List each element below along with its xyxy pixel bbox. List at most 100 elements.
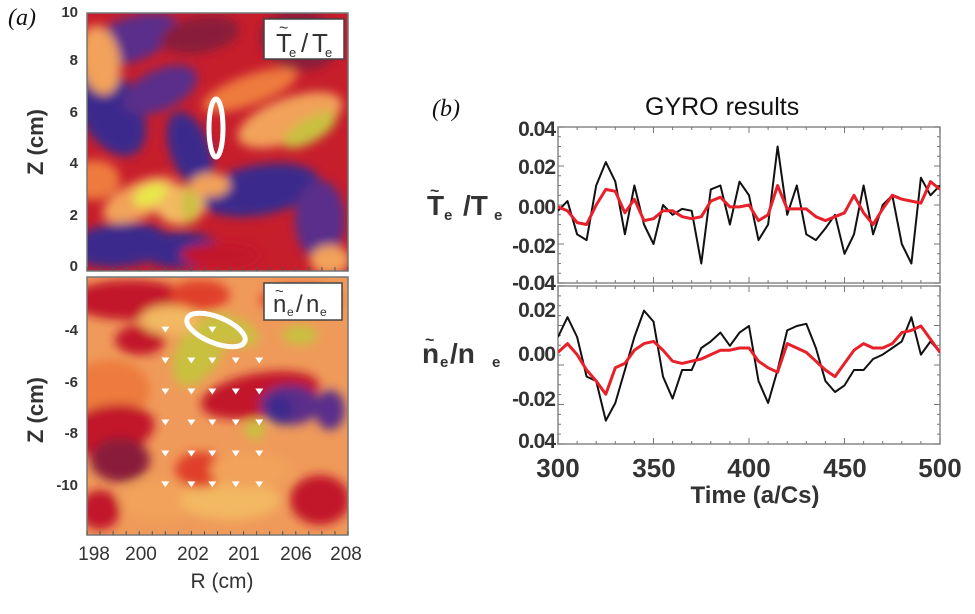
timeseries-lines xyxy=(558,145,940,422)
measurement-point xyxy=(255,450,264,457)
chart-title: GYRO results xyxy=(645,93,800,121)
measurement-point xyxy=(161,419,170,426)
timeseries-xticks: 300 350 400 450 500 xyxy=(536,453,961,483)
ne-ylabel-sub: e xyxy=(440,354,448,371)
ne-field-blob xyxy=(210,452,290,488)
te-ylabel-rest-sub: e xyxy=(494,207,502,224)
sightline-ellipse-te xyxy=(206,96,226,160)
measurement-point xyxy=(187,481,196,488)
ytick-label: -4 xyxy=(65,322,79,339)
ne-yticks: 0.02 0.00 -0.02 0.04 xyxy=(512,299,557,453)
measurement-point xyxy=(187,419,196,426)
legend-ne-denom-sub: e xyxy=(320,305,327,319)
heatmap-ne-yticks: -4 -6 -8 -10 xyxy=(56,322,78,494)
xtick-label: 198 xyxy=(78,544,110,565)
ytick-label: 0.00 xyxy=(518,343,555,366)
measurement-point xyxy=(161,481,170,488)
ytick-label: 10 xyxy=(61,4,78,21)
xtick-label: 400 xyxy=(727,453,770,483)
measurement-point xyxy=(231,419,240,426)
te-ylabel: T ~ e /T e xyxy=(427,183,502,224)
panel-b-label: (b) xyxy=(432,96,460,122)
te-field-blob xyxy=(202,67,298,113)
legend-te-main: T xyxy=(276,28,292,58)
ne-ylabel-rest-sub: e xyxy=(492,354,500,371)
te-field-blob xyxy=(160,15,240,55)
timeseries-ticks xyxy=(557,126,941,445)
heatmap-te-ylabel: Z (cm) xyxy=(23,109,48,175)
ne-series-raw xyxy=(558,309,940,422)
measurement-point xyxy=(231,357,240,364)
ne-field-blob xyxy=(175,452,225,488)
legend-te-tilde: ~ xyxy=(279,20,288,37)
ne-field-blob xyxy=(90,438,150,482)
te-ylabel-rest: /T xyxy=(463,190,488,221)
measurement-point xyxy=(161,388,170,395)
ne-field-blob xyxy=(290,475,348,525)
te-series-raw xyxy=(558,145,940,265)
xtick-label: 208 xyxy=(330,544,362,565)
te-field-blob xyxy=(180,243,260,267)
te-field-blob xyxy=(190,173,230,197)
ytick-label: 0.04 xyxy=(518,118,556,141)
te-field-blob xyxy=(133,183,167,207)
measurement-point xyxy=(187,450,196,457)
ne-field-blob xyxy=(87,360,150,420)
xtick-label: 200 xyxy=(125,544,157,565)
ne-ylabel: n ~ e /n e xyxy=(422,332,500,371)
measurement-point xyxy=(231,481,240,488)
legend-ne-sub: e xyxy=(287,305,294,319)
measurement-point xyxy=(255,388,264,395)
ne-ylabel-main: n xyxy=(422,338,439,369)
xtick-label: 206 xyxy=(280,544,312,565)
ne-field-blob xyxy=(180,480,280,520)
measurement-point xyxy=(208,357,217,364)
te-field-blob xyxy=(166,111,214,189)
timeseries-xlabel: Time (a/Cs) xyxy=(691,482,820,509)
heatmap-ticks xyxy=(86,267,349,535)
te-field-blob xyxy=(310,245,348,271)
measurement-point xyxy=(231,450,240,457)
xtick-label: 202 xyxy=(177,544,209,565)
te-field-blob xyxy=(295,180,345,260)
legend-te-denom: T xyxy=(312,28,328,58)
ytick-label: 8 xyxy=(70,52,78,69)
legend-ne-tilde: ~ xyxy=(275,283,284,300)
ytick-label: 0.02 xyxy=(518,299,555,322)
te-field-blob xyxy=(122,65,198,115)
ne-ylabel-tilde: ~ xyxy=(425,332,434,349)
measurement-point xyxy=(255,357,264,364)
ytick-label: 4 xyxy=(70,155,79,172)
measurement-point xyxy=(187,357,196,364)
measurement-point xyxy=(208,450,217,457)
xtick-label: 350 xyxy=(632,453,675,483)
xtick-label: 300 xyxy=(536,453,579,483)
ne-field-blob xyxy=(315,390,345,430)
legend-te-slash: / xyxy=(301,28,309,58)
ytick-label: -10 xyxy=(56,477,78,494)
ne-field-blob xyxy=(87,490,120,530)
te-field-blob xyxy=(182,187,198,223)
ne-field-blob xyxy=(282,325,318,345)
ne-field-blob xyxy=(170,280,230,310)
legend-te-sub: e xyxy=(289,45,296,60)
legend-box-te xyxy=(263,18,345,60)
te-yticks: 0.04 0.02 0.00 -0.02 -0.04 xyxy=(512,118,557,295)
te-field-blob xyxy=(87,25,121,95)
te-field-blob xyxy=(237,92,343,148)
ytick-label: -0.02 xyxy=(512,388,555,411)
ytick-label: -8 xyxy=(65,425,78,442)
ytick-label: -0.04 xyxy=(512,272,556,295)
te-ylabel-tilde: ~ xyxy=(430,183,439,200)
measurement-point xyxy=(255,419,264,426)
measurement-point xyxy=(208,388,217,395)
legend-ne-denom: n xyxy=(306,291,319,318)
ytick-label: 0.00 xyxy=(518,196,555,219)
te-series-smoothed xyxy=(558,180,940,226)
measurement-point xyxy=(187,388,196,395)
heatmap-xticks: 198 200 202 201 206 208 xyxy=(78,544,362,565)
ne-plot-frame xyxy=(557,285,941,445)
te-ylabel-sub: e xyxy=(444,207,452,224)
measurement-point xyxy=(231,388,240,395)
legend-ne-main: n xyxy=(273,291,286,318)
